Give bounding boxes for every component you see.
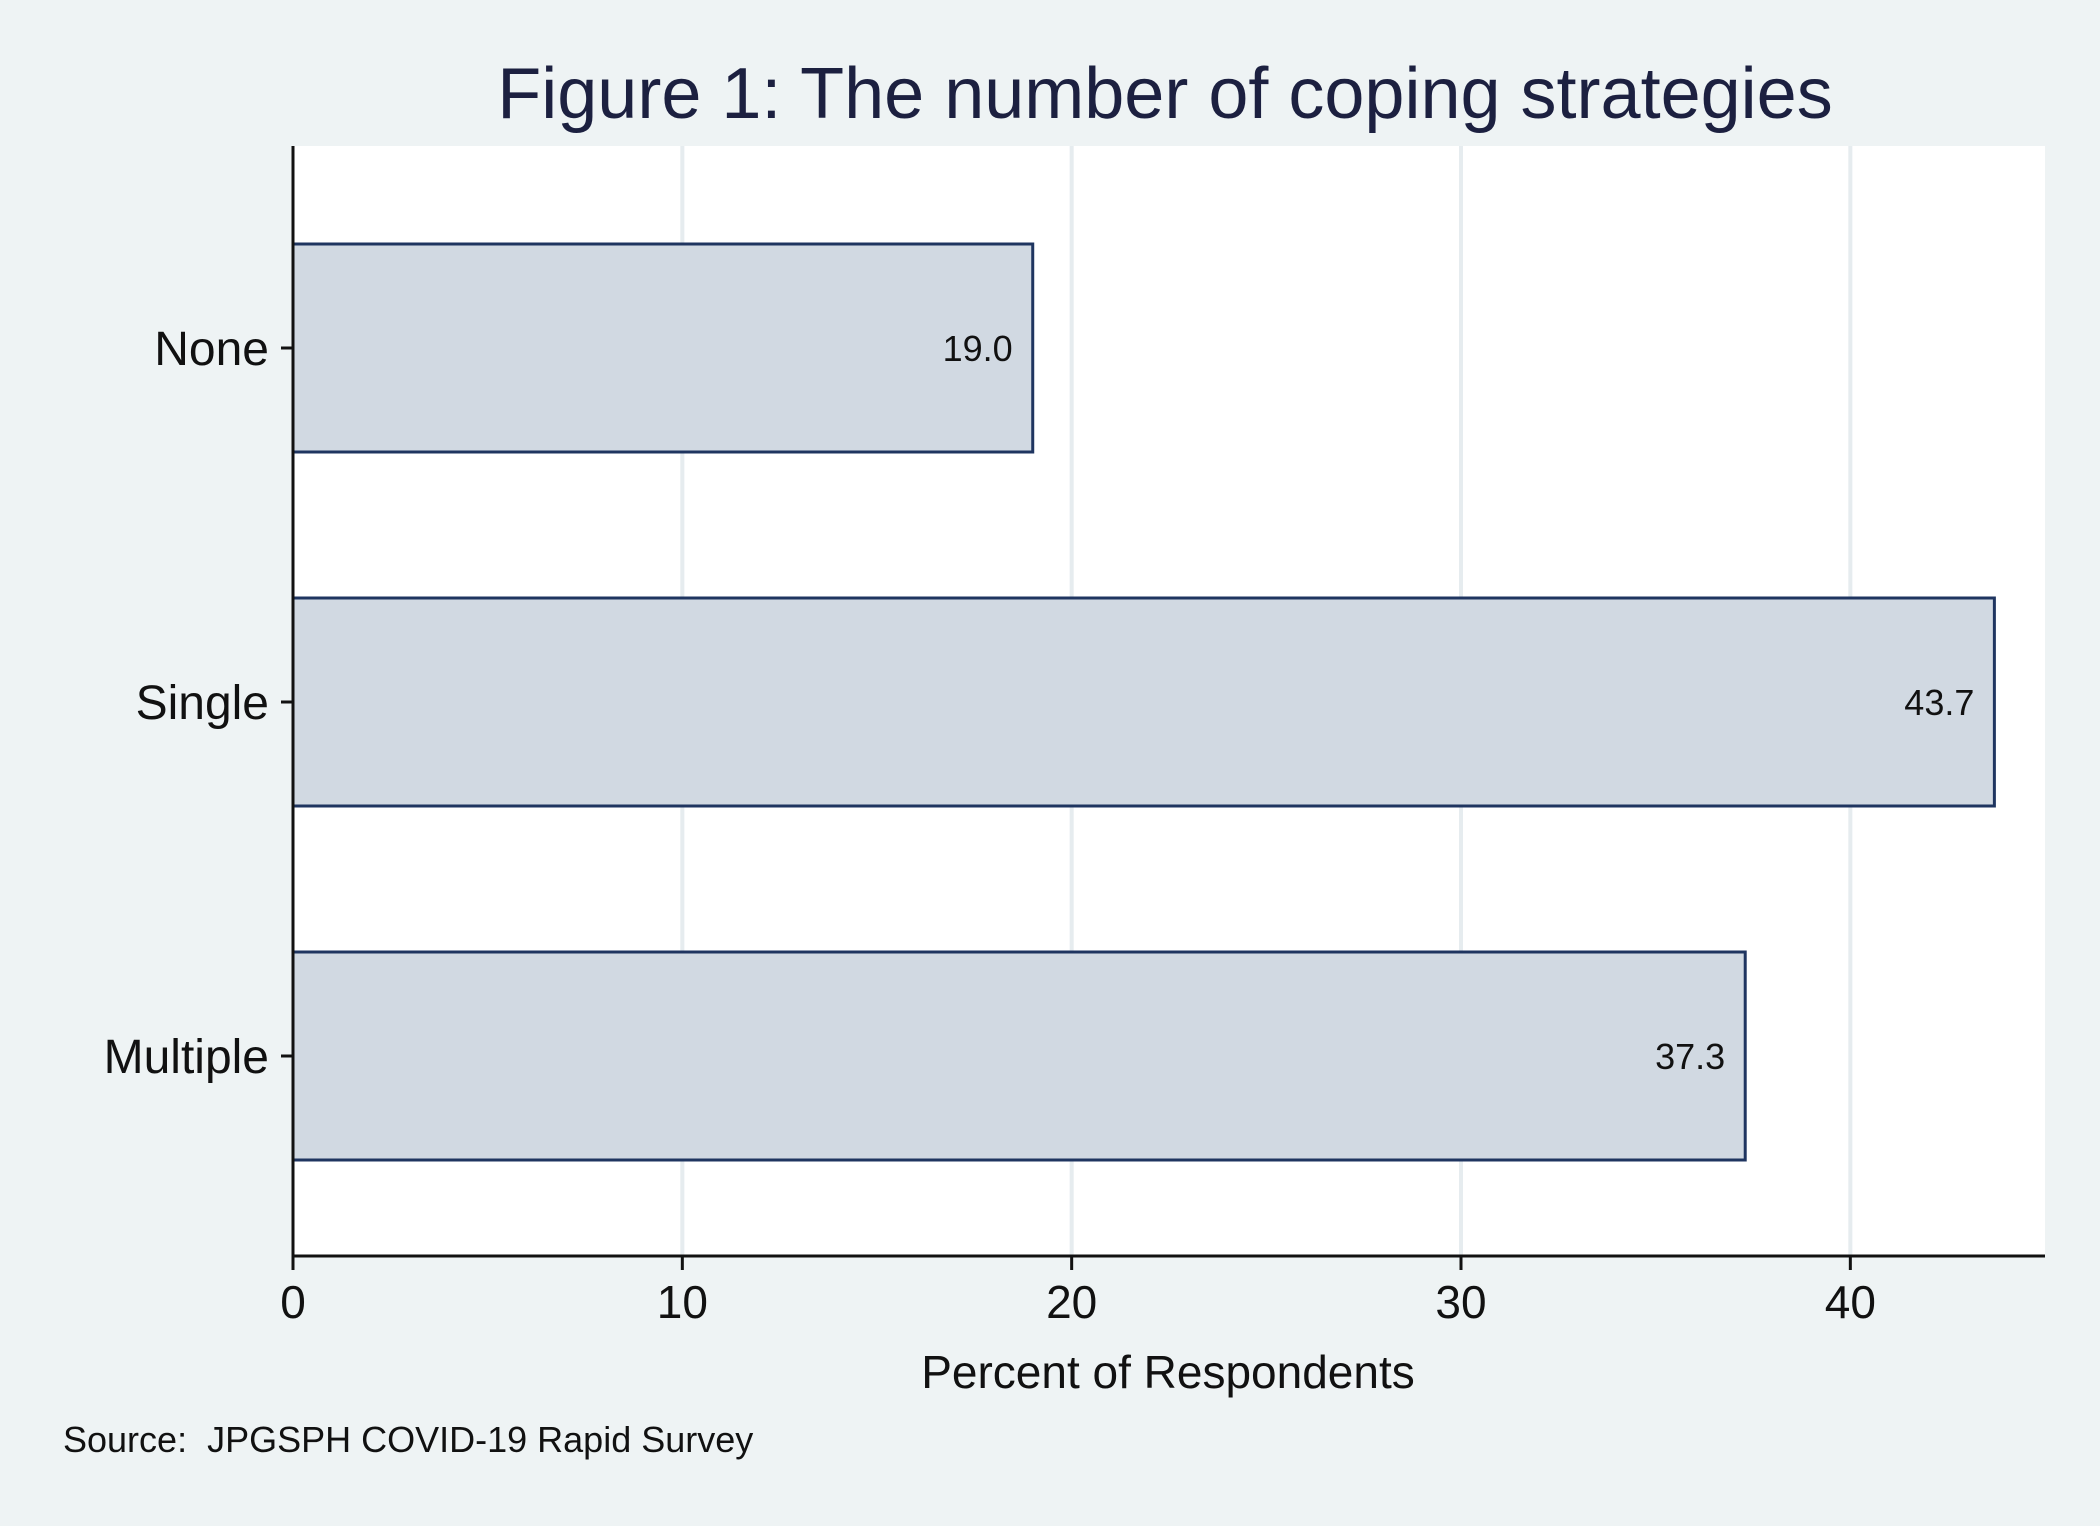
x-tick-label: 0 (280, 1276, 306, 1328)
x-tick-label: 20 (1046, 1276, 1097, 1328)
x-tick-label: 10 (657, 1276, 708, 1328)
bars: 19.0 43.7 37.3 (291, 242, 1996, 1162)
category-label-none: None (154, 323, 269, 376)
category-label-single: Single (136, 677, 269, 730)
x-axis-title: Percent of Respondents (921, 1346, 1415, 1398)
y-axis-category-labels: None Single Multiple (104, 323, 293, 1084)
bar-multiple (291, 950, 1747, 1162)
bar-none (291, 242, 1035, 454)
x-axis-ticks: 0 10 20 30 40 (280, 1256, 1876, 1328)
value-label-multiple: 37.3 (1655, 1036, 1725, 1077)
value-label-single: 43.7 (1904, 682, 1974, 723)
source-note: Source: JPGSPH COVID-19 Rapid Survey (63, 1419, 753, 1460)
x-tick-label: 30 (1435, 1276, 1486, 1328)
bar-single (291, 596, 1996, 808)
chart-title: Figure 1: The number of coping strategie… (497, 54, 1832, 134)
category-label-multiple: Multiple (104, 1031, 269, 1084)
x-tick-label: 40 (1825, 1276, 1876, 1328)
value-label-none: 19.0 (943, 328, 1013, 369)
